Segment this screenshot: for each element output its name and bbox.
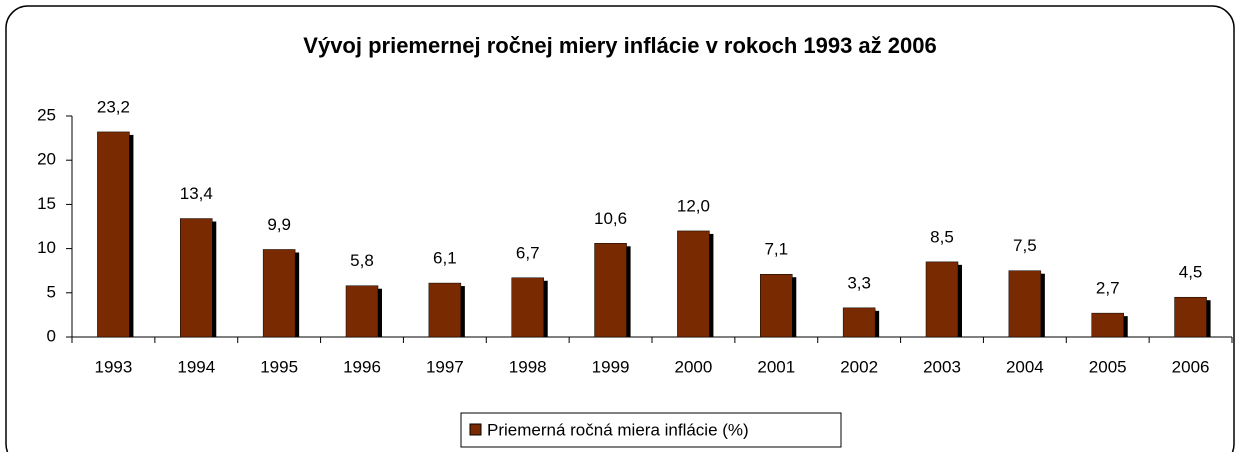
x-tick-label: 1996 xyxy=(343,357,381,376)
bar xyxy=(842,307,876,338)
y-tick-label: 10 xyxy=(37,238,56,257)
x-tick-label: 1993 xyxy=(95,357,133,376)
x-tick-label: 2000 xyxy=(675,357,713,376)
bar xyxy=(262,249,296,338)
data-label: 10,6 xyxy=(594,209,627,228)
x-tick-label: 1999 xyxy=(592,357,630,376)
bar xyxy=(97,131,130,338)
y-tick-label: 25 xyxy=(37,105,56,124)
bar xyxy=(760,273,793,338)
x-tick-label: 1997 xyxy=(426,357,464,376)
data-label: 3,3 xyxy=(847,273,871,292)
x-tick-label: 1994 xyxy=(177,357,215,376)
data-label: 23,2 xyxy=(97,97,130,116)
data-label: 5,8 xyxy=(350,251,374,270)
x-tick-label: 1998 xyxy=(509,357,547,376)
bar xyxy=(428,282,462,338)
x-tick-label: 2003 xyxy=(923,357,961,376)
bar xyxy=(180,218,213,338)
y-tick-label: 0 xyxy=(47,326,56,345)
bar xyxy=(1174,296,1207,338)
legend-label: Priemerná ročná miera inflácie (%) xyxy=(487,420,749,439)
data-label: 7,1 xyxy=(764,240,788,259)
data-label: 12,0 xyxy=(677,196,710,215)
data-label: 8,5 xyxy=(930,227,954,246)
bar xyxy=(345,285,379,338)
data-label: 7,5 xyxy=(1013,236,1037,255)
data-label: 13,4 xyxy=(180,184,213,203)
x-tick-label: 2001 xyxy=(757,357,795,376)
x-tick-label: 2004 xyxy=(1006,357,1044,376)
chart-title: Vývoj priemernej ročnej miery inflácie v… xyxy=(303,33,936,58)
bar xyxy=(1091,312,1124,338)
y-tick-label: 5 xyxy=(47,282,56,301)
bar xyxy=(925,261,959,338)
bar xyxy=(677,230,710,338)
x-tick-label: 2006 xyxy=(1172,357,1210,376)
x-tick-label: 2005 xyxy=(1089,357,1127,376)
bar xyxy=(1008,270,1042,338)
bar xyxy=(594,243,627,338)
chart-border xyxy=(5,5,1235,452)
data-label: 4,5 xyxy=(1179,263,1203,282)
data-label: 9,9 xyxy=(267,215,291,234)
x-tick-label: 1995 xyxy=(260,357,298,376)
y-tick-label: 20 xyxy=(37,150,56,169)
legend-box xyxy=(460,412,842,448)
data-label: 6,1 xyxy=(433,249,457,268)
bar xyxy=(511,277,544,338)
legend-swatch xyxy=(469,423,482,436)
x-tick-label: 2002 xyxy=(840,357,878,376)
data-label: 2,7 xyxy=(1096,279,1120,298)
y-tick-label: 15 xyxy=(37,194,56,213)
data-label: 6,7 xyxy=(516,243,540,262)
